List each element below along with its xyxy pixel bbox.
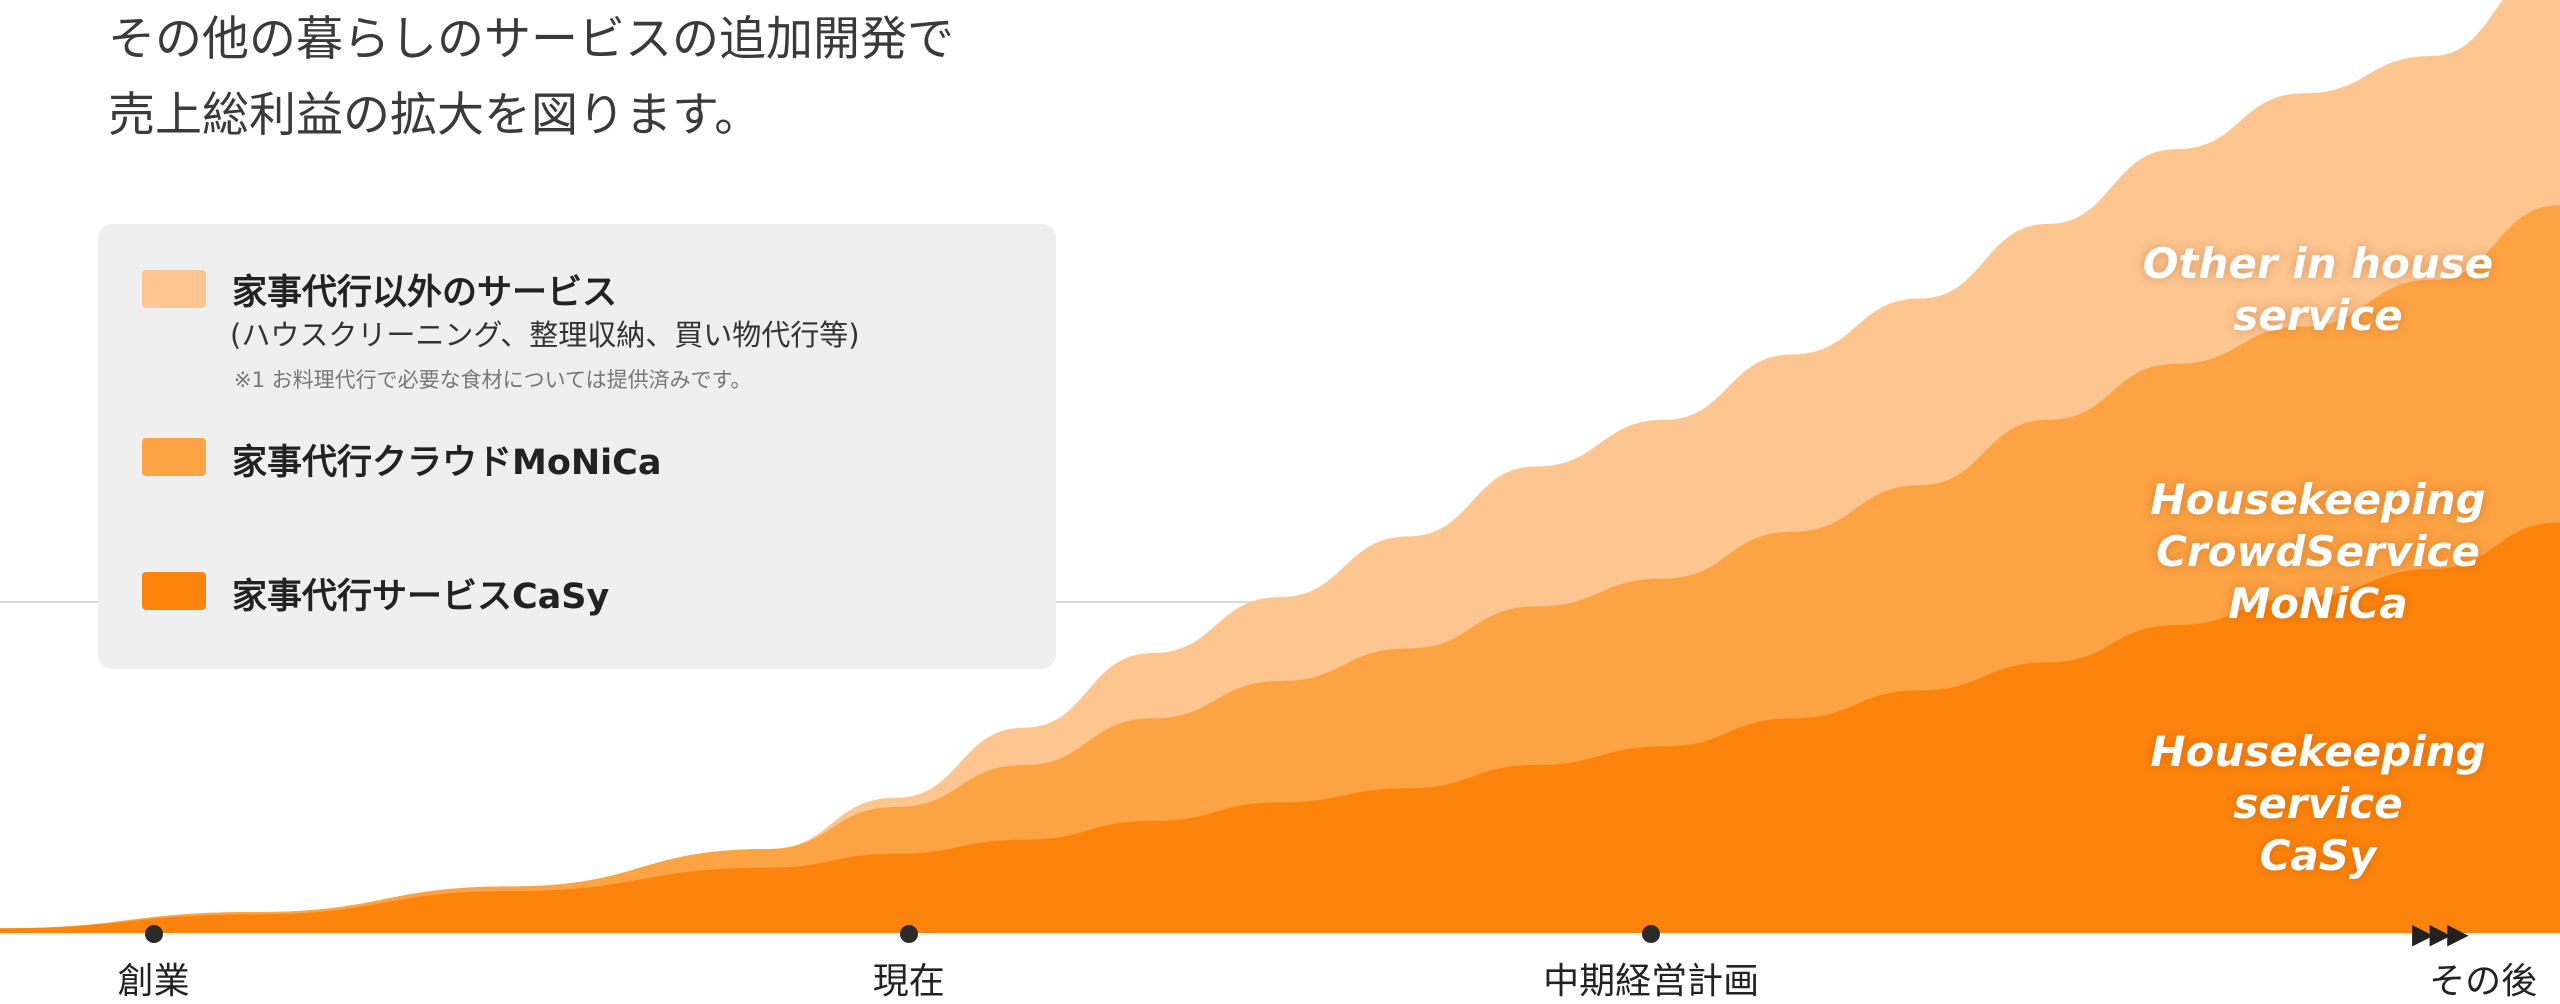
band-label-casy: Housekeeping service CaSy	[2108, 726, 2528, 882]
band-label-monica-line: Housekeeping	[2150, 475, 2486, 524]
legend-label-casy: 家事代行サービスCaSy	[232, 577, 610, 617]
x-tick-marker	[144, 925, 163, 943]
x-tick-label: 創業	[117, 961, 190, 1002]
x-tick-label: その後	[2429, 961, 2538, 1002]
band-label-other-line: service	[2233, 291, 2403, 340]
x-tick-label: 現在	[872, 961, 945, 1002]
x-tick-marker	[899, 925, 918, 943]
headline-line-1: その他の暮らしのサービスの追加開発で	[108, 12, 954, 67]
legend: 家事代行以外のサービス (ハウスクリーニング、整理収納、買い物代行等) ※1 お…	[98, 224, 1056, 669]
x-tick-label: 中期経営計画	[1543, 961, 1760, 1002]
legend-swatch-other	[142, 270, 206, 308]
end-marker-arrows: ▶▶▶	[2412, 917, 2469, 950]
x-tick-marker	[1642, 925, 1661, 943]
chart-areas	[0, 0, 2560, 933]
band-label-other: Other in house service	[2108, 238, 2528, 342]
legend-label-monica: 家事代行クラウドMoNiCa	[232, 443, 662, 483]
band-label-casy-line: service	[2233, 779, 2403, 828]
band-label-casy-line: CaSy	[2259, 831, 2377, 880]
legend-note-other: ※1 お料理代行で必要な食材については提供済みです。	[234, 368, 752, 392]
band-label-other-line: Other in house	[2142, 239, 2494, 288]
headline-line-2: 売上総利益の拡大を図ります。	[108, 88, 762, 143]
headline: その他の暮らしのサービスの追加開発で 売上総利益の拡大を図ります。	[108, 2, 954, 154]
legend-swatch-casy	[142, 572, 206, 610]
area-家事代行サービスCaSy	[0, 522, 2560, 933]
band-label-monica-line: CrowdService	[2156, 527, 2480, 576]
legend-sublabel-other: (ハウスクリーニング、整理収納、買い物代行等)	[230, 318, 860, 352]
band-label-casy-line: Housekeeping	[2150, 727, 2486, 776]
band-label-monica: Housekeeping CrowdService MoNiCa	[2108, 474, 2528, 630]
legend-label-other: 家事代行以外のサービス	[232, 273, 618, 313]
legend-swatch-monica	[142, 438, 206, 476]
band-label-monica-line: MoNiCa	[2228, 579, 2408, 628]
